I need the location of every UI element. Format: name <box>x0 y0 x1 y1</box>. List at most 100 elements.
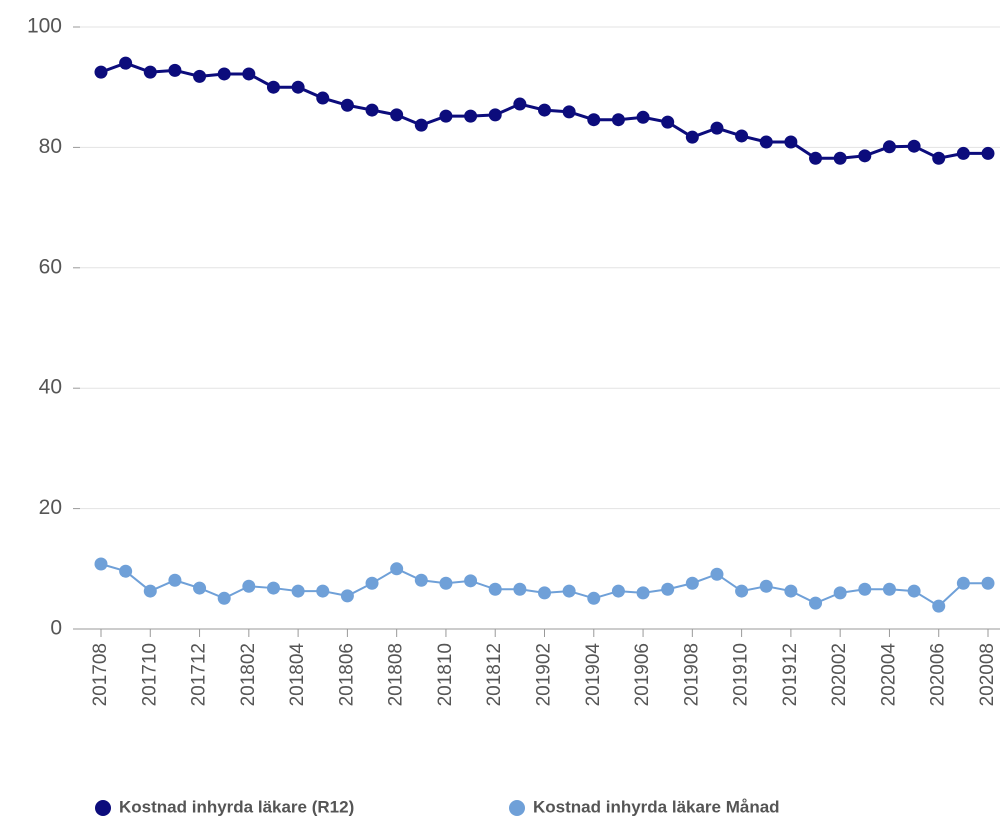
data-point <box>562 584 576 598</box>
data-point <box>735 584 749 598</box>
data-point <box>168 573 182 587</box>
data-point <box>710 121 724 135</box>
data-point <box>513 582 527 596</box>
x-tick-label: 202004 <box>878 643 899 707</box>
data-point <box>685 130 699 144</box>
data-point <box>193 581 207 595</box>
x-tick-label: 201812 <box>484 643 505 706</box>
data-point <box>932 151 946 165</box>
x-tick-label: 202008 <box>977 643 998 706</box>
data-point <box>784 584 798 598</box>
data-point <box>833 586 847 600</box>
data-point <box>266 581 280 595</box>
x-tick-label: 201810 <box>435 643 456 706</box>
data-point <box>858 149 872 163</box>
y-tick-label: 100 <box>27 15 62 38</box>
x-tick-label: 201802 <box>238 643 259 706</box>
data-point <box>611 113 625 127</box>
x-tick-label: 201712 <box>189 643 210 706</box>
data-point <box>119 564 133 578</box>
x-tick-label: 201710 <box>139 643 160 706</box>
x-tick-label: 201912 <box>780 643 801 706</box>
data-point <box>266 80 280 94</box>
data-point <box>538 586 551 600</box>
data-point <box>94 65 108 79</box>
data-point <box>390 562 404 576</box>
data-point <box>809 596 823 610</box>
data-point <box>242 67 256 81</box>
data-point <box>538 103 551 117</box>
data-point <box>907 584 921 598</box>
data-point <box>365 576 379 590</box>
data-point <box>143 65 157 79</box>
data-point <box>809 151 823 165</box>
y-tick-label: 60 <box>39 255 62 278</box>
data-point <box>636 586 650 600</box>
data-point <box>932 599 946 613</box>
data-point <box>365 103 379 117</box>
data-point <box>464 109 478 123</box>
data-point <box>488 108 502 122</box>
data-point <box>168 63 182 77</box>
x-tick-label: 202006 <box>928 643 949 706</box>
x-tick-label: 201910 <box>731 643 752 706</box>
data-point <box>710 567 724 581</box>
data-point <box>414 573 428 587</box>
data-point <box>759 135 773 149</box>
data-point <box>956 576 970 590</box>
data-point <box>735 129 749 143</box>
data-point <box>956 146 970 160</box>
data-point <box>882 140 896 154</box>
data-point <box>340 589 354 603</box>
y-tick-label: 40 <box>39 376 62 399</box>
x-tick-label: 201902 <box>534 643 555 706</box>
x-tick-label: 202002 <box>829 643 850 706</box>
data-point <box>587 113 601 127</box>
data-point <box>661 115 675 129</box>
legend-label: Kostnad inhyrda läkare Månad <box>533 797 780 816</box>
data-point <box>143 584 157 598</box>
data-point <box>193 69 207 83</box>
data-point <box>316 91 330 105</box>
data-point <box>858 582 872 596</box>
x-tick-label: 201906 <box>632 643 653 706</box>
data-point <box>513 97 527 111</box>
data-point <box>390 108 404 122</box>
legend-label: Kostnad inhyrda läkare (R12) <box>119 797 354 816</box>
data-point <box>907 139 921 153</box>
data-point <box>981 146 995 160</box>
x-tick-label: 201708 <box>90 643 111 706</box>
data-point <box>464 574 478 588</box>
data-point <box>291 584 305 598</box>
data-point <box>340 98 354 112</box>
data-point <box>488 582 502 596</box>
x-tick-label: 201904 <box>583 643 604 707</box>
data-point <box>291 80 305 94</box>
data-point <box>414 118 428 132</box>
data-point <box>784 135 798 149</box>
data-point <box>661 582 675 596</box>
y-tick-label: 20 <box>39 496 62 519</box>
data-point <box>439 109 453 123</box>
x-tick-label: 201806 <box>336 643 357 706</box>
y-tick-label: 80 <box>39 135 62 158</box>
data-point <box>587 591 601 605</box>
data-point <box>242 579 256 593</box>
data-point <box>316 584 330 598</box>
legend-marker <box>509 800 525 816</box>
data-point <box>217 67 231 81</box>
series-line <box>100 563 988 608</box>
data-point <box>759 579 773 593</box>
legend-marker <box>95 800 111 816</box>
y-tick-label: 0 <box>50 617 62 640</box>
x-tick-label: 201808 <box>386 643 407 706</box>
data-point <box>217 591 231 605</box>
data-point <box>882 582 896 596</box>
data-point <box>611 584 625 598</box>
data-point <box>119 56 133 70</box>
data-point <box>685 576 699 590</box>
x-tick-label: 201804 <box>287 643 308 707</box>
data-point <box>562 105 576 119</box>
data-point <box>636 110 650 124</box>
